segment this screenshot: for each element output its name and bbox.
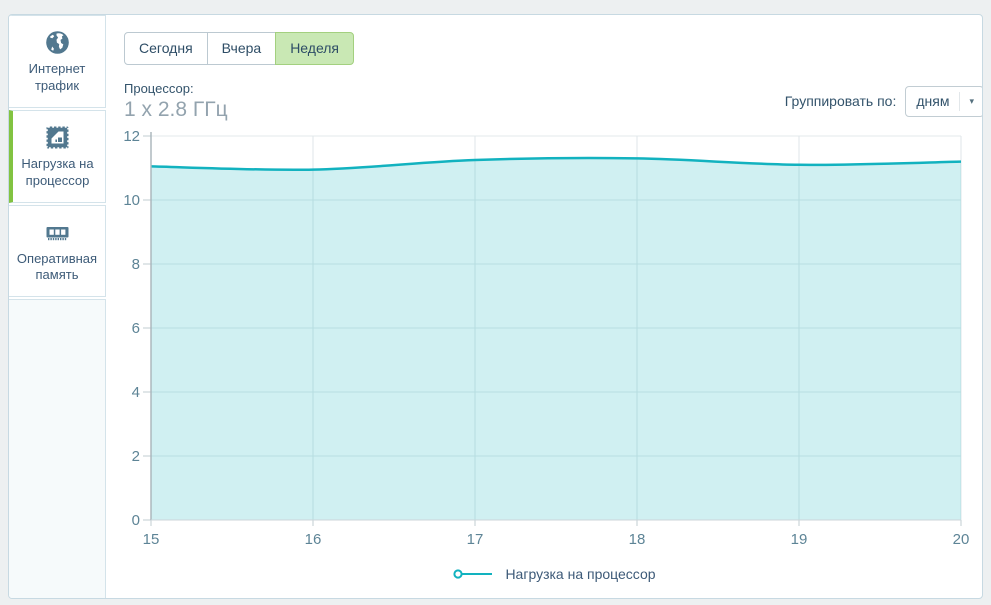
globe-icon — [45, 31, 69, 54]
svg-text:4: 4 — [132, 384, 140, 401]
svg-text:6: 6 — [132, 320, 140, 337]
legend-label: Нагрузка на процессор — [505, 566, 656, 582]
cpu-info-label: Процессор: — [124, 80, 194, 96]
tab-today[interactable]: Сегодня — [124, 32, 208, 65]
svg-text:20: 20 — [953, 531, 970, 548]
svg-text:15: 15 — [143, 531, 160, 548]
group-by-label: Группировать по: — [784, 93, 897, 109]
chart-legend: Нагрузка на процессор — [124, 566, 982, 582]
group-by-control: Группировать по: дням ▾ — [784, 85, 982, 117]
legend-marker-icon — [453, 569, 493, 579]
sidebar-filler — [9, 299, 106, 598]
svg-text:19: 19 — [791, 531, 808, 548]
chart-header-row: Процессор: 1 x 2.8 ГГц Группировать по: … — [124, 79, 982, 123]
svg-text:12: 12 — [124, 129, 140, 145]
cpu-info-value: 1 x 2.8 ГГц — [124, 97, 228, 121]
main-content: Сегодня Вчера Неделя Процессор: 1 x 2.8 … — [106, 15, 982, 598]
svg-text:16: 16 — [305, 531, 322, 548]
sidebar-item-label: Интернет трафик — [28, 61, 86, 93]
svg-text:17: 17 — [467, 531, 484, 548]
svg-text:8: 8 — [132, 256, 140, 273]
tab-yesterday[interactable]: Вчера — [206, 32, 277, 65]
svg-text:10: 10 — [124, 192, 140, 209]
sidebar-item-ram[interactable]: Оперативная память — [9, 204, 106, 298]
sidebar-item-label: Оперативная память — [16, 250, 98, 283]
monitoring-panel: Интернет трафик Нагрузка на процессор — [8, 14, 983, 599]
chart-canvas: 0 2 4 6 8 10 12 15 16 17 18 19 20 — [124, 129, 970, 548]
sidebar: Интернет трафик Нагрузка на процессор — [9, 15, 106, 598]
cpu-load-chart: 0 2 4 6 8 10 12 15 16 17 18 19 20 Нагрузка на процес… — [124, 129, 982, 582]
group-by-selected-value: дням — [916, 93, 950, 109]
chevron-down-icon: ▾ — [969, 95, 974, 106]
svg-text:18: 18 — [629, 531, 646, 548]
ram-icon — [46, 226, 68, 240]
group-by-dropdown[interactable]: дням ▾ — [905, 85, 982, 117]
sidebar-item-cpu-load[interactable]: Нагрузка на процессор — [9, 109, 106, 203]
dropdown-divider — [959, 91, 961, 111]
svg-text:2: 2 — [132, 448, 140, 465]
svg-text:0: 0 — [132, 512, 140, 529]
cpu-icon — [45, 124, 70, 150]
sidebar-item-internet-traffic[interactable]: Интернет трафик — [9, 15, 106, 108]
tab-week[interactable]: Неделя — [275, 32, 355, 65]
cpu-info: Процессор: 1 x 2.8 ГГц — [124, 81, 228, 122]
sidebar-item-label: Нагрузка на процессор — [21, 155, 94, 188]
period-tabs: Сегодня Вчера Неделя — [124, 32, 982, 65]
